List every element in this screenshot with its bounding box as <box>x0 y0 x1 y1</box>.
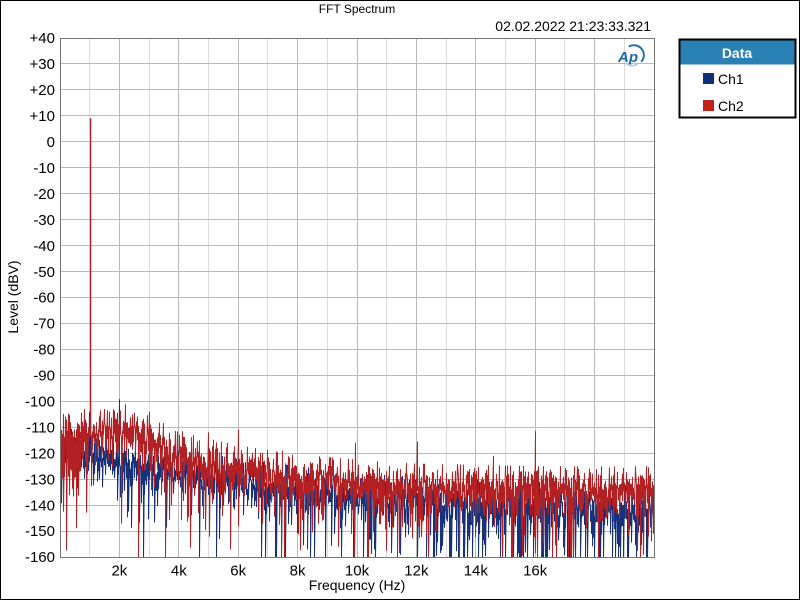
svg-text:FFT Spectrum: FFT Spectrum <box>319 2 395 16</box>
svg-text:+40: +40 <box>30 30 55 47</box>
svg-text:Frequency (Hz): Frequency (Hz) <box>309 577 405 593</box>
svg-text:10k: 10k <box>345 563 370 580</box>
svg-text:Ap: Ap <box>617 49 638 66</box>
svg-text:-20: -20 <box>33 186 55 203</box>
svg-text:+20: +20 <box>30 82 55 99</box>
svg-text:16k: 16k <box>523 563 548 580</box>
svg-text:-120: -120 <box>25 445 55 462</box>
svg-text:Ch1: Ch1 <box>718 71 744 87</box>
svg-text:4k: 4k <box>171 563 187 580</box>
svg-text:Ch2: Ch2 <box>718 98 744 114</box>
svg-text:-60: -60 <box>33 290 55 307</box>
svg-text:12k: 12k <box>404 563 429 580</box>
svg-text:-10: -10 <box>33 160 55 177</box>
svg-text:6k: 6k <box>230 563 246 580</box>
svg-text:8k: 8k <box>290 563 306 580</box>
svg-text:-130: -130 <box>25 471 55 488</box>
svg-text:-100: -100 <box>25 394 55 411</box>
svg-text:2k: 2k <box>111 563 127 580</box>
svg-text:02.02.2022 21:23:33.321: 02.02.2022 21:23:33.321 <box>495 18 651 34</box>
svg-text:-140: -140 <box>25 497 55 514</box>
svg-text:-150: -150 <box>25 523 55 540</box>
svg-text:14k: 14k <box>464 563 489 580</box>
svg-text:-50: -50 <box>33 264 55 281</box>
svg-text:-40: -40 <box>33 238 55 255</box>
svg-text:-80: -80 <box>33 342 55 359</box>
svg-text:Data: Data <box>722 45 753 61</box>
svg-text:+30: +30 <box>30 56 55 73</box>
svg-text:-110: -110 <box>26 420 55 437</box>
svg-text:-160: -160 <box>25 549 55 566</box>
svg-text:-70: -70 <box>33 316 55 333</box>
svg-text:Level (dBV): Level (dBV) <box>5 260 21 333</box>
svg-text:0: 0 <box>47 134 55 151</box>
svg-text:+10: +10 <box>30 108 55 125</box>
svg-text:-90: -90 <box>33 368 55 385</box>
svg-text:-30: -30 <box>33 212 55 229</box>
